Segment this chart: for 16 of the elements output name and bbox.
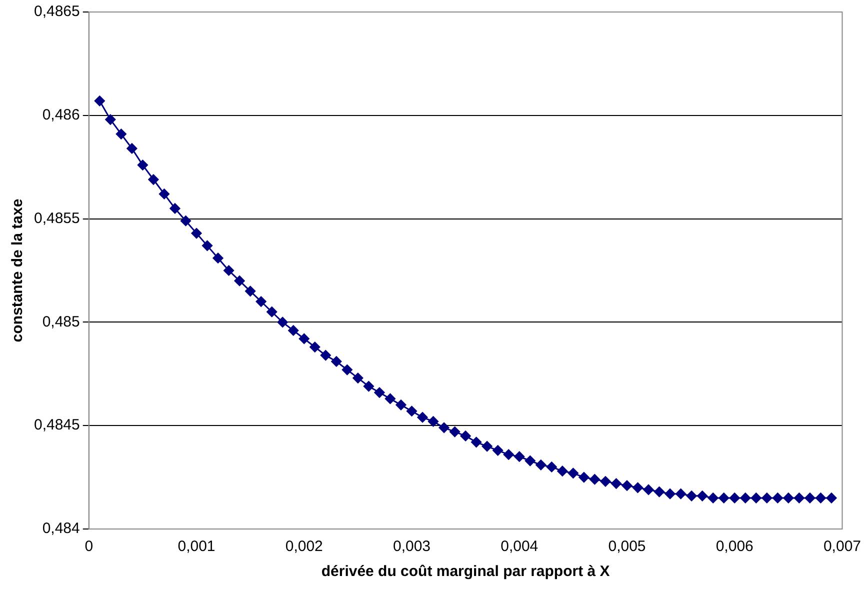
x-tick-label: 0,005 (608, 538, 646, 556)
x-tick-label: 0,007 (823, 538, 862, 556)
y-tick-label: 0,484 (42, 520, 80, 538)
x-axis-title: dérivée du coût marginal par rapport à X (321, 563, 610, 580)
y-tick-label: 0,485 (42, 313, 80, 330)
x-tick-label: 0,002 (285, 538, 323, 556)
x-tick-label: 0,003 (392, 538, 431, 556)
y-tick-label: 0,486 (42, 106, 80, 124)
y-tick-label: 0,4865 (34, 3, 80, 20)
x-tick-label: 0 (84, 538, 94, 556)
x-tick-label: 0,004 (500, 538, 538, 556)
x-tick-label: 0,001 (178, 538, 216, 556)
y-axis-title: constante de la taxe (9, 198, 26, 342)
y-tick-label: 0,4855 (34, 210, 80, 227)
y-tick-label: 0,4845 (34, 416, 80, 434)
x-tick-label: 0,006 (716, 538, 754, 556)
